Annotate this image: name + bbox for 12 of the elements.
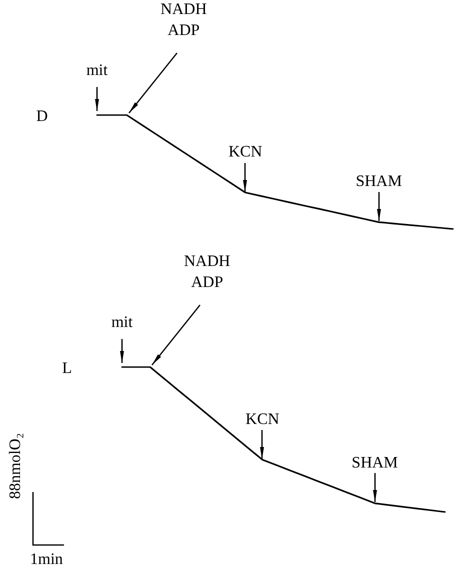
annotation: KCN	[228, 144, 263, 161]
chart-title: L	[62, 360, 72, 377]
text: NADH ADP	[160, 1, 208, 39]
annotation: KCN	[246, 410, 280, 428]
text: 88nmolO₂	[7, 432, 24, 500]
text: 1min	[30, 551, 63, 568]
annotation: SHAM	[356, 173, 402, 190]
chart-title: D	[36, 108, 48, 125]
text: mit	[86, 62, 108, 79]
annotation: SHAM	[352, 454, 398, 472]
text: NADH ADP	[184, 253, 231, 291]
text: mit	[111, 314, 134, 331]
